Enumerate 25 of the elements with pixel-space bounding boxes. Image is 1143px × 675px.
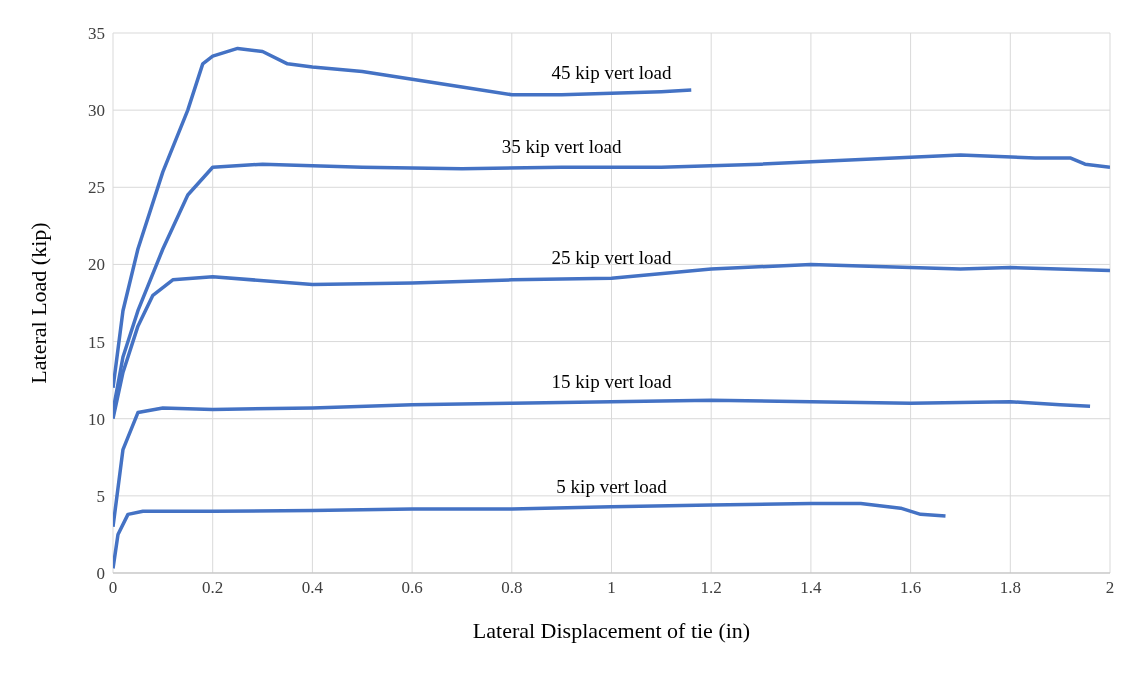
y-tick-label: 10: [88, 409, 105, 429]
x-tick-label: 1.2: [700, 578, 722, 598]
y-tick-label: 0: [96, 564, 105, 584]
series-label: 5 kip vert load: [556, 475, 668, 497]
series-label: 45 kip vert load: [551, 62, 672, 84]
y-tick-label: 35: [88, 24, 105, 44]
series-label: 15 kip vert load: [551, 370, 672, 392]
series-label: 25 kip vert load: [551, 247, 672, 269]
y-axis-title: Lateral Load (kip): [25, 222, 51, 384]
x-tick-label: 0.8: [501, 578, 523, 598]
x-axis-title: Lateral Displacement of tie (in): [472, 618, 751, 643]
y-tick-label: 25: [88, 178, 105, 198]
y-tick-label: 20: [88, 255, 105, 275]
x-tick-label: 0.4: [301, 578, 324, 598]
y-tick-label: 15: [88, 332, 105, 352]
x-tick-label: 2: [1105, 578, 1115, 598]
y-tick-label: 30: [88, 101, 105, 121]
x-tick-label: 0.6: [401, 578, 423, 598]
y-tick-label: 5: [96, 486, 105, 506]
x-tick-label: 1.4: [800, 578, 823, 598]
series-label: 35 kip vert load: [501, 136, 623, 158]
x-tick-label: 1.8: [999, 578, 1021, 598]
x-tick-label: 1: [607, 578, 616, 598]
x-tick-label: 0.2: [202, 578, 224, 598]
x-tick-label: 1.6: [899, 578, 922, 598]
